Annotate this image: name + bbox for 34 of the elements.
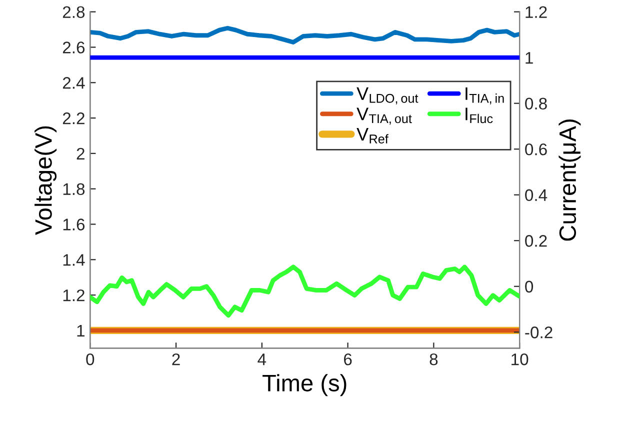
x-tick-label: 10 bbox=[512, 353, 528, 366]
y-tick-label: 1.8 bbox=[63, 183, 85, 196]
legend-label: I$_{Fluc}$ bbox=[466, 108, 493, 124]
y2-tick-label: -0.2 bbox=[525, 326, 552, 338]
y-tick-label: 2.2 bbox=[62, 112, 84, 124]
y-tick-label: 1 bbox=[77, 325, 84, 336]
y-tick-label: 2.8 bbox=[62, 6, 85, 18]
x-tick-label: 8 bbox=[430, 353, 438, 366]
y-tick-label: 2.6 bbox=[62, 42, 85, 54]
y-tick-label: 1.2 bbox=[63, 289, 84, 302]
x-tick-label: 6 bbox=[344, 353, 352, 366]
x-tick-label: 0 bbox=[86, 353, 94, 366]
legend-label: V$_{TIA,out}$ bbox=[356, 108, 412, 125]
y-axis-title: Voltage(V) bbox=[34, 126, 57, 236]
y2-axis-title: Current(μA) bbox=[558, 120, 581, 241]
y-tick-label: 2 bbox=[76, 148, 84, 160]
legend-label: V$_{LDO,out}$ bbox=[356, 87, 418, 104]
y2-tick-label: 0.8 bbox=[525, 98, 547, 110]
y-tick-label: 1.4 bbox=[63, 254, 85, 266]
y2-tick-label: 0.4 bbox=[525, 189, 548, 202]
legend-label: V$_{Ref}$ bbox=[356, 128, 388, 144]
y2-tick-label: 1 bbox=[526, 52, 533, 64]
y-tick-label: 1.6 bbox=[63, 218, 85, 230]
y2-tick-label: 0.6 bbox=[525, 143, 547, 156]
y-tick-label: 2.4 bbox=[62, 77, 85, 89]
x-tick-label: 2 bbox=[172, 353, 180, 366]
y2-tick-label: 0 bbox=[525, 280, 534, 293]
x-axis-title: Time (s) bbox=[262, 374, 346, 396]
line-series bbox=[90, 26, 520, 44]
line-series bbox=[90, 264, 520, 318]
y2-tick-label: 0.2 bbox=[525, 235, 547, 247]
y2-tick-label: 1.2 bbox=[526, 6, 547, 18]
x-tick-label: 4 bbox=[258, 354, 266, 366]
legend-label: I$_{TIA,in}$ bbox=[466, 87, 504, 104]
